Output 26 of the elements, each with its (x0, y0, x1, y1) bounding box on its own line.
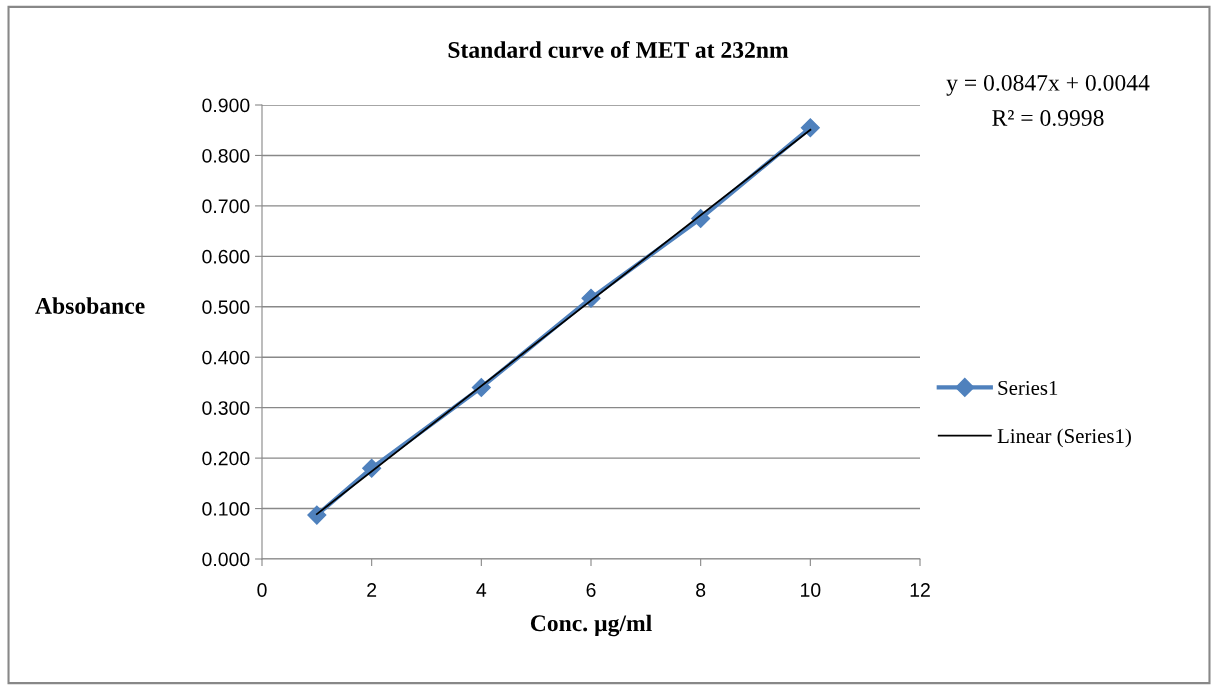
y-tick-label: 0.000 (202, 552, 250, 567)
y-tick-label: 0.500 (202, 300, 250, 315)
point (307, 505, 327, 525)
y-tick-label: 0.100 (202, 502, 250, 516)
point (800, 118, 820, 138)
y-tick-label: 0.300 (202, 401, 250, 415)
y-tick-label: 0.800 (202, 148, 250, 163)
x-tick-label: 8 (696, 583, 706, 597)
text: R² = 0.9998 (992, 109, 1104, 127)
x-tick-label: 2 (367, 583, 377, 597)
x-tick-label: 4 (476, 583, 487, 597)
y-tick-label: 0.600 (202, 249, 250, 264)
text: y = 0.0847x + 0.0044 (946, 74, 1150, 96)
y-tick-label: 0.400 (202, 350, 250, 365)
y-tick-label: 0.700 (202, 199, 250, 214)
x-tick-label: 10 (801, 583, 821, 597)
x-axis-title: Conc. µg/ml (530, 614, 652, 637)
x-tick-label: 0 (257, 583, 267, 597)
legend-label: Linear (Series1) (997, 428, 1131, 448)
y-axis-title: Absobance (35, 297, 145, 314)
chart-title: Standard curve of MET at 232nm (448, 41, 789, 58)
x-tick-label: 6 (586, 583, 596, 597)
legend-label: Series1 (998, 380, 1058, 395)
x-tick-label: 12 (910, 583, 930, 597)
y-tick-label: 0.200 (202, 451, 250, 466)
y-tick-label: 0.900 (202, 98, 250, 113)
